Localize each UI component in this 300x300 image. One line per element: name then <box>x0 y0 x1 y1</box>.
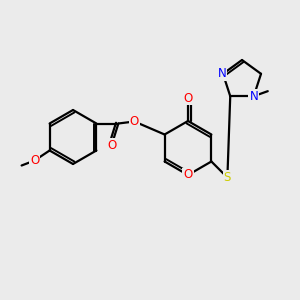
Text: O: O <box>30 154 39 167</box>
Text: O: O <box>183 169 193 182</box>
Text: O: O <box>108 139 117 152</box>
Text: N: N <box>218 67 226 80</box>
Text: S: S <box>224 171 231 184</box>
Text: O: O <box>130 115 139 128</box>
Text: O: O <box>183 92 193 104</box>
Text: N: N <box>249 90 258 103</box>
